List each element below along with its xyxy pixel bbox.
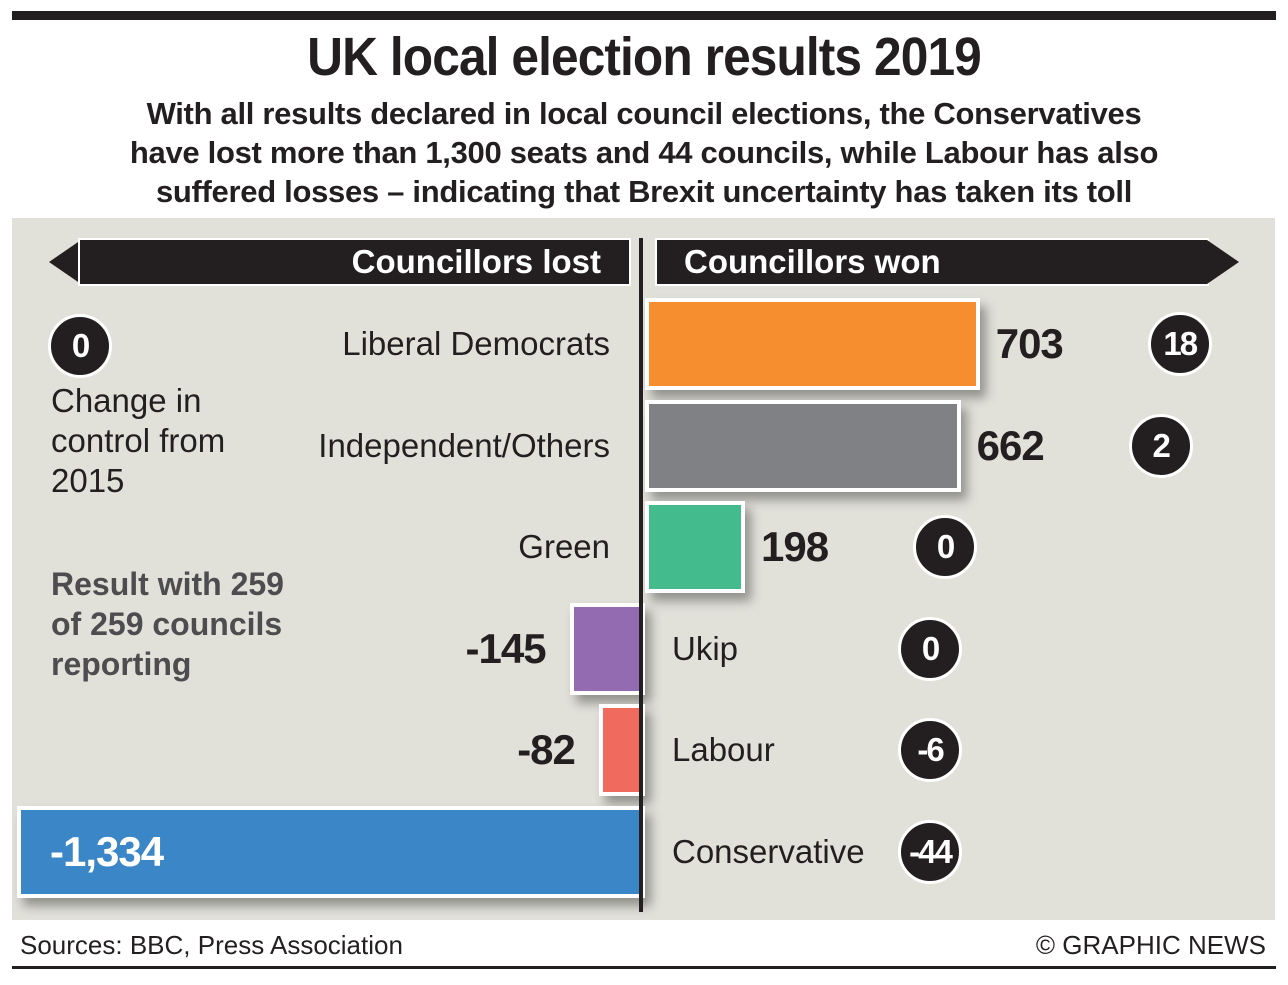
category-label: Conservative xyxy=(672,832,865,870)
control-change-badge: 0 xyxy=(898,616,962,681)
subtitle-line: suffered losses – indicating that Brexit… xyxy=(155,174,1133,209)
control-change-badge: -44 xyxy=(898,819,962,884)
value-label: 662 xyxy=(976,421,1045,469)
top-rule xyxy=(12,11,1276,20)
legend-note-line: Change in xyxy=(51,382,202,419)
value-label: 198 xyxy=(761,523,829,570)
control-change-badge: 0 xyxy=(913,515,978,579)
control-change-badge: 2 xyxy=(1128,413,1193,478)
header-councillors-lost: Councillors lost xyxy=(80,240,629,284)
legend-note-line: 2015 xyxy=(51,462,125,499)
credit: © GRAPHIC NEWS xyxy=(1035,930,1266,960)
subtitle-line: With all results declared in local counc… xyxy=(146,96,1142,131)
arrow-left-icon xyxy=(49,240,81,284)
sources-note: Sources: BBC, Press Association xyxy=(20,930,403,960)
value-label: -82 xyxy=(517,726,576,773)
reporting-note-line: reporting xyxy=(51,646,192,682)
arrow-right-icon xyxy=(1207,240,1239,284)
value-label: -1,334 xyxy=(50,827,164,875)
chart-title: UK local election results 2019 xyxy=(307,27,982,87)
bottom-rule xyxy=(12,966,1276,969)
reporting-note-line: of 259 councils xyxy=(51,606,283,642)
reporting-note-line: Result with 259 xyxy=(51,566,284,602)
category-label: Independent/Others xyxy=(318,426,610,464)
control-change-badge: -6 xyxy=(898,718,962,782)
bar-independent-others xyxy=(645,399,961,492)
legend-note: Change in control from 2015 xyxy=(51,381,225,501)
category-label: Liberal Democrats xyxy=(342,325,610,362)
category-label: Labour xyxy=(672,731,775,768)
reporting-note: Result with 259 of 259 councils reportin… xyxy=(51,564,284,684)
header-lost-label: Councillors lost xyxy=(351,243,601,280)
control-change-badge: 18 xyxy=(1147,312,1212,376)
bar-conservative xyxy=(17,805,645,898)
category-label: Green xyxy=(518,528,610,565)
bar-liberal-democrats xyxy=(645,298,980,390)
bar-green xyxy=(645,501,746,593)
header-councillors-won: Councillors won xyxy=(657,240,1207,284)
chart-subtitle: With all results declared in local counc… xyxy=(20,94,1268,211)
legend-badge: 0 xyxy=(48,314,112,378)
subtitle-line: have lost more than 1,300 seats and 44 c… xyxy=(129,135,1159,170)
value-label: -145 xyxy=(465,624,547,672)
bar-ukip xyxy=(569,602,645,695)
value-label: 703 xyxy=(995,320,1064,367)
zero-axis xyxy=(639,238,643,912)
legend-note-line: control from xyxy=(51,422,226,459)
category-label: Ukip xyxy=(672,629,739,667)
chart-panel xyxy=(12,218,1275,920)
